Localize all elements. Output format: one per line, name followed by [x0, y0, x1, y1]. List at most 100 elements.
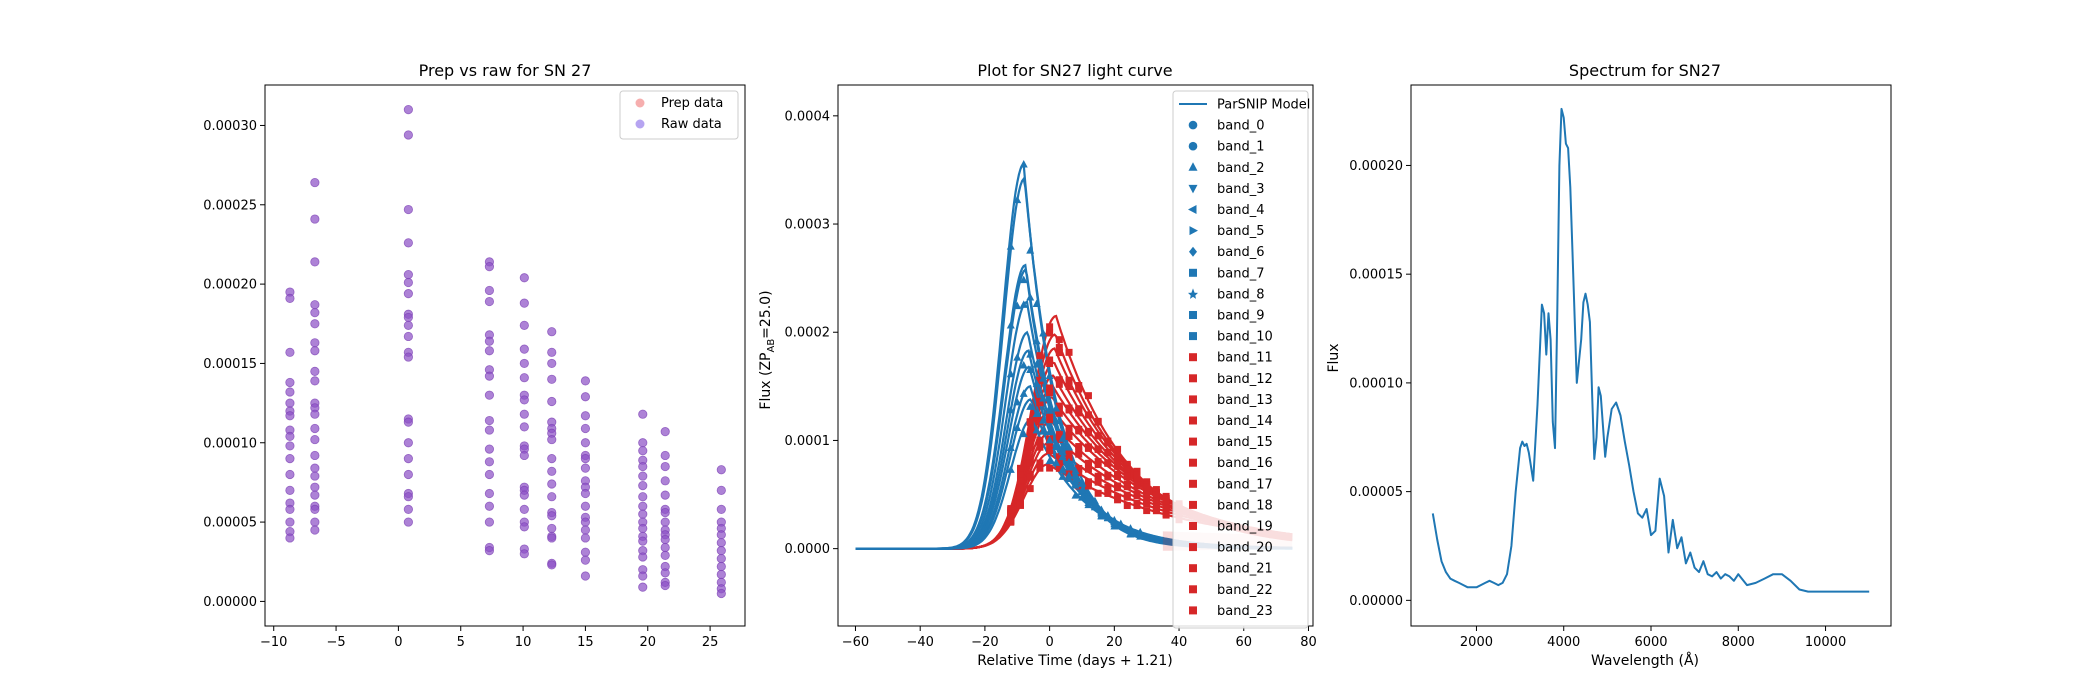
red-data-point [1084, 478, 1092, 486]
data-point [716, 569, 726, 580]
data-point [310, 463, 320, 473]
data-point [484, 469, 495, 480]
data-point [580, 533, 591, 543]
data-point [285, 431, 295, 442]
x-tick-label: 20 [1106, 635, 1123, 650]
data-point [403, 517, 413, 527]
x-tick-label: 0 [1045, 635, 1053, 650]
blue-data-point [1032, 409, 1041, 417]
legend-label: band_4 [1217, 203, 1264, 218]
legend-marker [1189, 606, 1197, 615]
x-tick-label: −10 [260, 635, 287, 650]
red-data-point [1094, 418, 1102, 426]
data-point [285, 377, 295, 388]
blue-data-point [1058, 472, 1067, 480]
blue-data-point [1136, 528, 1145, 536]
blue-data-point [1045, 456, 1054, 465]
red-data-point [1036, 418, 1044, 426]
legend-label: ParSNIP Model [1217, 98, 1310, 113]
data-point [310, 338, 320, 348]
data-point [716, 530, 726, 540]
red-data-point [1026, 485, 1034, 493]
blue-data-point [1032, 360, 1041, 368]
data-point [547, 479, 557, 489]
data-point [403, 438, 413, 448]
data-point [403, 331, 413, 342]
data-point [519, 422, 529, 432]
data-point [403, 130, 413, 140]
legend-label: band_22 [1217, 583, 1273, 598]
blue-data-point [1032, 379, 1041, 387]
red-data-point [1026, 418, 1034, 426]
data-point [547, 511, 557, 521]
legend: ParSNIP Model band_0 band_1 band_2 band_3ban… [1172, 90, 1310, 629]
data-point [580, 517, 591, 527]
red-data-point [1114, 461, 1122, 469]
x-tick-label: 20 [639, 635, 656, 650]
data-point [547, 374, 557, 384]
panel3-title: Spectrum for SN27 [1569, 61, 1721, 80]
data-point [285, 454, 295, 464]
red-data-point [1075, 464, 1083, 472]
blue-data-point [1013, 423, 1022, 432]
legend-marker [1189, 311, 1197, 319]
data-point [285, 504, 295, 514]
red-data-point [1075, 450, 1083, 458]
blue-data-point [1077, 493, 1086, 501]
legend-marker [1189, 522, 1197, 530]
legend-label: band_6 [1217, 245, 1264, 260]
blue-data-point [1097, 511, 1106, 520]
blue-data-point [1097, 507, 1106, 515]
red-data-point [1065, 348, 1073, 356]
blue-data-point [1077, 486, 1086, 494]
x-tick-label: 0 [394, 635, 402, 650]
data-point [285, 347, 295, 357]
legend-marker [1189, 353, 1197, 362]
red-data-point [1007, 513, 1015, 521]
blue-data-point [1045, 371, 1054, 380]
red-data-point [1046, 360, 1054, 368]
blue-data-point [1058, 452, 1067, 461]
blue-data-point [1058, 434, 1067, 442]
data-point [484, 262, 495, 272]
legend-label: band_7 [1217, 266, 1264, 281]
data-point [310, 525, 320, 535]
panel-spectrum: Spectrum for SN27 Wavelength (Å) Flux 20… [1326, 61, 1892, 669]
red-data-point [1046, 329, 1054, 337]
data-point [403, 454, 413, 464]
red-data-point [1133, 467, 1141, 475]
legend-label: band_18 [1217, 498, 1273, 513]
data-point [547, 533, 557, 543]
data-point [403, 238, 413, 248]
data-point [310, 471, 320, 481]
data-point [580, 376, 591, 386]
red-data-point [1055, 405, 1063, 413]
blue-data-point [1103, 513, 1112, 522]
y-tick-label: 0.00000 [203, 595, 257, 610]
red-data-point [1055, 344, 1063, 352]
data-point [310, 177, 320, 188]
red-data-point [1065, 379, 1073, 387]
blue-data-point [1013, 397, 1022, 406]
red-data-point [1114, 496, 1122, 504]
red-data-point [1036, 464, 1044, 472]
red-data-point [1123, 465, 1131, 473]
y-tick-label: 0.00005 [1349, 485, 1403, 500]
y-tick-label: 0.0004 [785, 109, 831, 124]
data-point [484, 425, 495, 435]
red-data-point [1114, 453, 1122, 461]
red-data-point [1114, 484, 1122, 492]
blue-data-point [1006, 465, 1015, 473]
x-tick-label: 15 [577, 635, 594, 650]
data-point [660, 461, 670, 472]
data-point [638, 536, 648, 546]
red-data-point [1026, 473, 1034, 481]
red-data-point [1114, 445, 1122, 453]
spectrum-line [1431, 107, 1870, 593]
blue-data-point [1052, 416, 1061, 425]
red-data-point [1016, 492, 1024, 500]
data-point [580, 411, 591, 421]
data-point [403, 417, 413, 427]
red-data-point [1104, 473, 1112, 481]
legend-label: band_3 [1217, 182, 1264, 197]
